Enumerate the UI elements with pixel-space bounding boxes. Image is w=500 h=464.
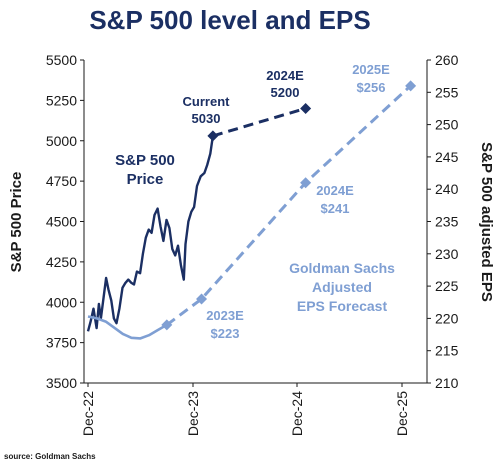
annotation-gs_label: Goldman Sachs Adjusted EPS Forecast [289, 260, 395, 314]
series-line-0 [86, 135, 215, 332]
annotation-line: EPS Forecast [297, 298, 388, 314]
annotation-layer: Current 5030 2024E 5200 S&P 500 Price 2023E $22… [115, 62, 395, 341]
left-tick-label: 3750 [46, 335, 77, 351]
right-axis-title: S&P 500 adjusted EPS [478, 142, 495, 302]
right-tick-label: 210 [435, 375, 459, 391]
series-line-1 [212, 106, 307, 138]
x-tick-label: Dec-25 [394, 391, 410, 436]
annotation-sp2024: 2024E 5200 [266, 68, 304, 100]
right-tick-label: 220 [435, 310, 459, 326]
series-line-2 [87, 315, 168, 340]
annotation-line: 2024E [316, 183, 354, 198]
marker-4 [300, 177, 312, 189]
left-tick-label: 4750 [46, 173, 77, 189]
annotation-line: 2023E [206, 308, 244, 323]
right-tick-label: 255 [435, 84, 459, 100]
annotation-line: 2024E [266, 68, 304, 83]
annotation-line: Adjusted [312, 279, 372, 295]
left-tick-label: 4500 [46, 214, 77, 230]
annotation-current: Current 5030 [183, 94, 231, 126]
left-tick-label: 3500 [46, 375, 77, 391]
right-tick-label: 235 [435, 214, 459, 230]
right-tick-label: 245 [435, 149, 459, 165]
annotation-line: $256 [357, 80, 386, 95]
left-tick-label: 4250 [46, 254, 77, 270]
x-tick-label: Dec-22 [80, 391, 96, 436]
left-axis-title: S&P 500 Price [8, 172, 25, 273]
right-tick-label: 230 [435, 246, 459, 262]
series-line-3 [165, 84, 412, 327]
marker-1 [300, 102, 312, 114]
source-note: source: Goldman Sachs [4, 452, 96, 461]
right-tick-label: 260 [435, 52, 459, 68]
annotation-line: Current [183, 94, 231, 109]
annotation-eps2024: 2024E $241 [316, 183, 354, 216]
marker-2 [161, 319, 173, 331]
left-y-ticks: 3500 3750 4000 4250 4500 4750 5000 5250 5500 [46, 52, 84, 391]
annotation-line: Goldman Sachs [289, 260, 395, 276]
right-tick-label: 215 [435, 343, 459, 359]
left-tick-label: 5250 [46, 92, 77, 108]
annotation-line: $241 [321, 201, 350, 216]
annotation-line: $223 [211, 326, 240, 341]
left-tick-label: 4000 [46, 294, 77, 310]
right-tick-label: 240 [435, 181, 459, 197]
right-tick-label: 225 [435, 278, 459, 294]
x-tick-label: Dec-23 [185, 391, 201, 436]
annotation-line: Price [127, 171, 164, 188]
annotation-line: 5030 [192, 111, 221, 126]
marker-layer [161, 80, 417, 331]
annotation-line: 2025E [352, 62, 390, 77]
marker-5 [405, 80, 417, 92]
annotation-line: 5200 [271, 85, 300, 100]
marker-0 [207, 130, 219, 142]
right-tick-label: 250 [435, 117, 459, 133]
chart-title: S&P 500 level and EPS [89, 5, 370, 35]
right-y-ticks: 210 215 220 225 230 235 240 245 250 255 260 [427, 52, 459, 391]
plot-area: 3500 3750 4000 4250 4500 4750 5000 5250 5500 210… [46, 52, 459, 436]
marker-3 [196, 293, 208, 305]
annotation-eps2025: 2025E $256 [352, 62, 390, 95]
annotation-line: S&P 500 [115, 152, 175, 169]
series-layer [86, 84, 412, 340]
x-tick-label: Dec-24 [289, 391, 305, 436]
left-tick-label: 5500 [46, 52, 77, 68]
left-tick-label: 5000 [46, 133, 77, 149]
x-axis-ticks: Dec-22 Dec-23 Dec-24 Dec-25 [80, 383, 410, 436]
annotation-sp_label: S&P 500 Price [115, 152, 175, 188]
annotation-eps2023: 2023E $223 [206, 308, 244, 341]
